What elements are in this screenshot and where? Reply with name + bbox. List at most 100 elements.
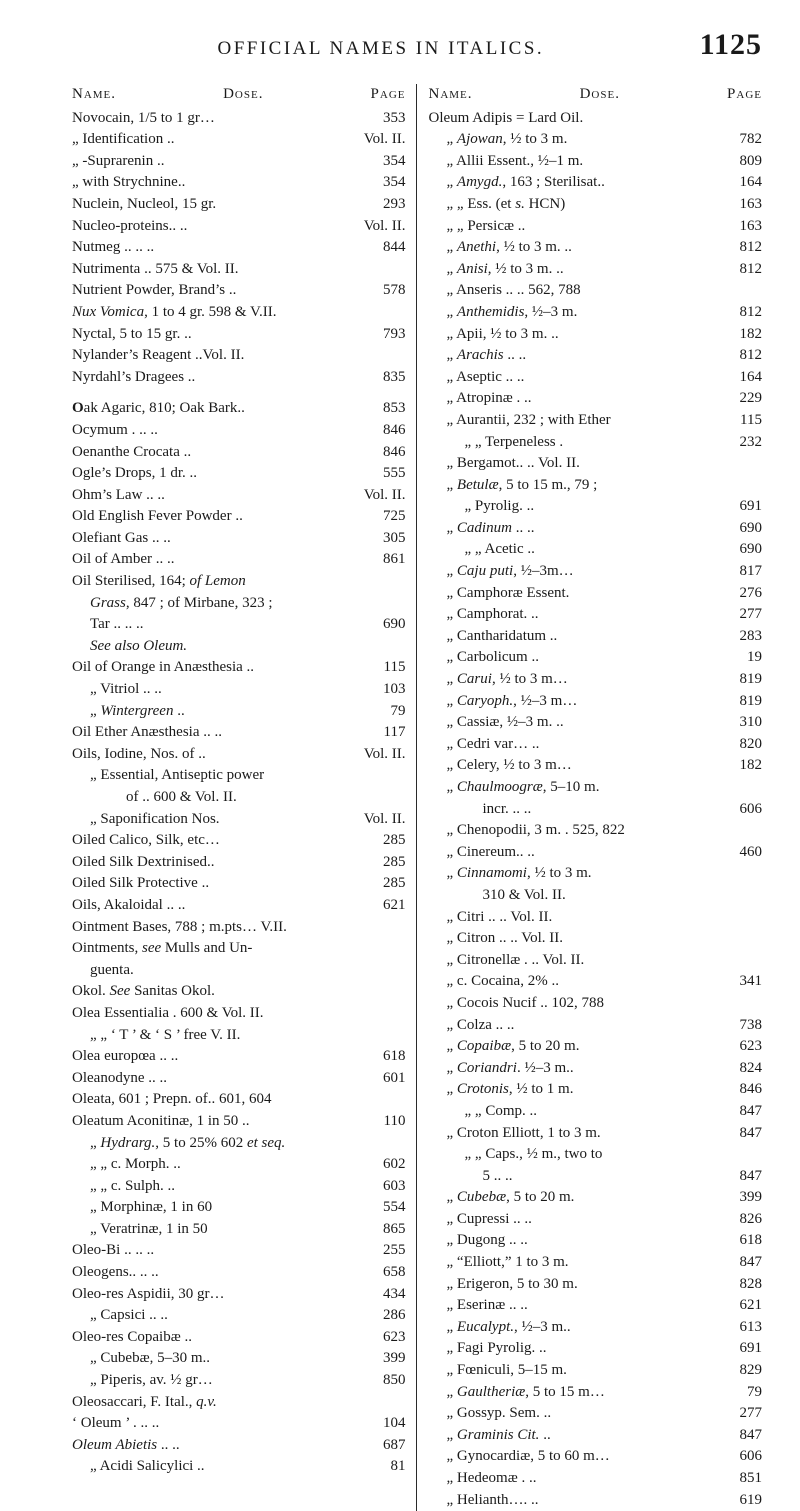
index-entry: of .. 600 & Vol. II. — [72, 787, 406, 809]
index-entry: Nutrient Powder, Brand’s ..578 — [72, 280, 406, 302]
entry-label: „ Cubebæ, 5–30 m.. — [72, 1348, 366, 1370]
index-entry: „ Betulæ, 5 to 15 m., 79 ; — [429, 475, 763, 497]
index-entry: „ Cadinum .. ..690 — [429, 518, 763, 540]
entry-page: 817 — [722, 561, 762, 583]
entry-label: „ Pyrolig. .. — [429, 496, 723, 518]
entry-label: Oenanthe Crocata .. — [72, 442, 366, 464]
entry-label: „ Cinereum.. .. — [429, 842, 723, 864]
index-entry: Oleum Abietis .. ..687 — [72, 1435, 406, 1457]
index-entry: „ Crotonis, ½ to 1 m.846 — [429, 1079, 763, 1101]
entry-page: 103 — [366, 679, 406, 701]
entry-label: „ Piperis, av. ½ gr… — [72, 1370, 366, 1392]
index-entry: „ Atropinæ . ..229 — [429, 388, 763, 410]
index-entry: „ Cedri var… ..820 — [429, 734, 763, 756]
index-entry: „ Coriandri. ½–3 m..824 — [429, 1058, 763, 1080]
entry-label: „ Eucalypt., ½–3 m.. — [429, 1317, 723, 1339]
entry-label: Tar .. .. .. — [72, 614, 366, 636]
entry-label: „ Carbolicum .. — [429, 647, 723, 669]
index-entry: „ Dugong .. ..618 — [429, 1230, 763, 1252]
entry-page: Vol. II. — [358, 216, 406, 238]
entry-label: „ „ Ess. (et s. HCN) — [429, 194, 723, 216]
entry-page: 81 — [366, 1456, 406, 1478]
index-entry: „ Copaibæ, 5 to 20 m.623 — [429, 1036, 763, 1058]
col-header-dose: Dose. — [116, 84, 371, 106]
entry-page: 285 — [366, 873, 406, 895]
entry-label: „ Erigeron, 5 to 30 m. — [429, 1274, 723, 1296]
entry-label: „ Hydrarg., 5 to 25% 602 et seq. — [72, 1133, 366, 1155]
entry-page: Vol. II. — [358, 809, 406, 831]
entry-label: Nuclein, Nucleol, 15 gr. — [72, 194, 366, 216]
index-entry: „ Anthemidis, ½–3 m.812 — [429, 302, 763, 324]
index-entry: Oleata, 601 ; Prepn. of.. 601, 604 — [72, 1089, 406, 1111]
entry-page: 846 — [722, 1079, 762, 1101]
index-entry: „ with Strychnine..354 — [72, 172, 406, 194]
entry-label: „ Morphinæ, 1 in 60 — [72, 1197, 366, 1219]
index-entry: Nuclein, Nucleol, 15 gr.293 — [72, 194, 406, 216]
entry-page: 618 — [722, 1230, 762, 1252]
entry-label: „ Coriandri. ½–3 m.. — [429, 1058, 723, 1080]
entry-page: 353 — [366, 108, 406, 130]
entry-page: 690 — [722, 518, 762, 540]
entry-label: Oleanodyne .. .. — [72, 1068, 366, 1090]
index-entry: „ Croton Elliott, 1 to 3 m.847 — [429, 1123, 763, 1145]
entry-label: Oil Ether Anæsthesia .. .. — [72, 722, 366, 744]
entry-page: 738 — [722, 1015, 762, 1037]
col-header-page: Page — [371, 84, 406, 106]
column-header-right: Name. Dose. Page — [429, 84, 763, 106]
entry-label: of .. 600 & Vol. II. — [72, 787, 366, 809]
entry-page: 277 — [722, 604, 762, 626]
entry-page: 285 — [366, 852, 406, 874]
entry-page: 846 — [366, 420, 406, 442]
col-header-name: Name. — [429, 84, 473, 106]
entry-page: 578 — [366, 280, 406, 302]
index-entry: „ Gynocardiæ, 5 to 60 m…606 — [429, 1446, 763, 1468]
index-entry: Old English Fever Powder ..725 — [72, 506, 406, 528]
entry-page: Vol. II. — [358, 485, 406, 507]
entry-page: 104 — [366, 1413, 406, 1435]
index-entry: Nutmeg .. .. ..844 — [72, 237, 406, 259]
entry-label: „ „ c. Morph. .. — [72, 1154, 366, 1176]
entry-page: 847 — [722, 1123, 762, 1145]
entry-label: Ogle’s Drops, 1 dr. .. — [72, 463, 366, 485]
entry-label: „ Cinnamomi, ½ to 3 m. — [429, 863, 723, 885]
entry-label: „ Capsici .. .. — [72, 1305, 366, 1327]
entry-label: „ „ Comp. .. — [429, 1101, 723, 1123]
entry-label: Grass, 847 ; of Mirbane, 323 ; — [72, 593, 366, 615]
index-entry: „ „ Persicæ ..163 — [429, 216, 763, 238]
index-entry: Oil of Amber .. ..861 — [72, 549, 406, 571]
entry-page: 819 — [722, 669, 762, 691]
entry-label: Nutrimenta .. 575 & Vol. II. — [72, 259, 366, 281]
index-entry: 310 & Vol. II. — [429, 885, 763, 907]
index-entry: Oleo-Bi .. .. ..255 — [72, 1240, 406, 1262]
entry-label: „ Arachis .. .. — [429, 345, 723, 367]
entry-page: 613 — [722, 1317, 762, 1339]
entry-label: „ Celery, ½ to 3 m… — [429, 755, 723, 777]
index-entry: Tar .. .. ..690 — [72, 614, 406, 636]
index-entry: „ Camphoræ Essent.276 — [429, 583, 763, 605]
index-entry: Oiled Calico, Silk, etc…285 — [72, 830, 406, 852]
entry-page: 812 — [722, 237, 762, 259]
entry-label: ‘ Oleum ’ . .. .. — [72, 1413, 366, 1435]
index-entry: „ „ c. Morph. ..602 — [72, 1154, 406, 1176]
entry-page: 824 — [722, 1058, 762, 1080]
entry-label: Oleosaccari, F. Ital., q.v. — [72, 1392, 366, 1414]
entry-page: 285 — [366, 830, 406, 852]
entry-label: Ohm’s Law .. .. — [72, 485, 358, 507]
running-title: OFFICIAL NAMES IN ITALICS. — [72, 38, 690, 60]
paragraph-gap — [72, 388, 406, 398]
index-entry: „ Cassiæ, ½–3 m. ..310 — [429, 712, 763, 734]
index-entry: „ Celery, ½ to 3 m…182 — [429, 755, 763, 777]
entry-label: „ Camphoræ Essent. — [429, 583, 723, 605]
index-entry: „ Identification ..Vol. II. — [72, 129, 406, 151]
index-entry: „ Cupressi .. ..826 — [429, 1209, 763, 1231]
entry-label: „ Vitriol .. .. — [72, 679, 366, 701]
entry-label: „ Anethi, ½ to 3 m. .. — [429, 237, 723, 259]
entry-page: 725 — [366, 506, 406, 528]
entry-label: „ Citron .. .. Vol. II. — [429, 928, 723, 950]
entry-page: 110 — [366, 1111, 406, 1133]
index-entry: Olea europœa .. ..618 — [72, 1046, 406, 1068]
index-entry: „ Eucalypt., ½–3 m..613 — [429, 1317, 763, 1339]
entry-page: 603 — [366, 1176, 406, 1198]
index-entry: „ Allii Essent., ½–1 m.809 — [429, 151, 763, 173]
entry-label: Oleo-res Aspidii, 30 gr… — [72, 1284, 366, 1306]
